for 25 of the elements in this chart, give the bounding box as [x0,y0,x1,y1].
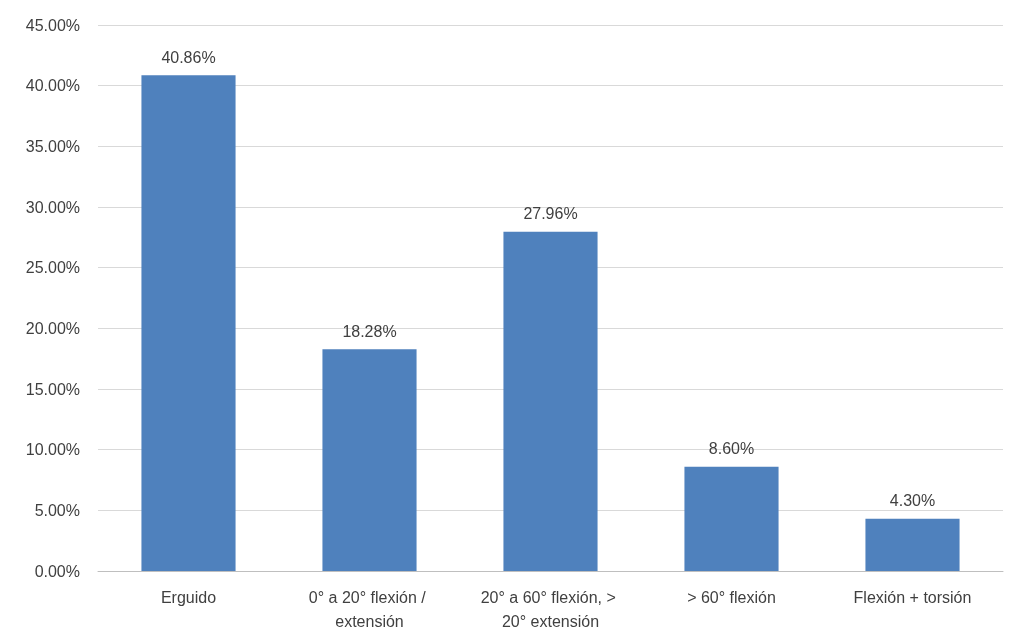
x-tick-label: Flexión + torsión [853,588,972,606]
bar [141,75,236,571]
x-tick-label: > 60° flexión [687,588,776,606]
y-tick-label: 25.00% [25,259,80,277]
y-tick-label: 20.00% [25,319,80,337]
y-tick-label: 30.00% [25,198,80,216]
bar [865,518,960,571]
data-label: 27.96% [523,205,578,223]
data-label: 4.30% [889,492,936,510]
bar [322,349,417,571]
bar [503,231,598,571]
data-label: 8.60% [708,440,755,458]
y-tick-label: 10.00% [25,441,80,459]
y-tick-label: 0.00% [34,562,80,580]
y-tick-label: 35.00% [25,137,80,155]
x-tick-label: 0° a 20° flexión / extensión [308,588,431,630]
bar [684,466,779,571]
y-tick-label: 40.00% [25,77,80,95]
y-tick-label: 15.00% [25,380,80,398]
data-label: 18.28% [342,322,397,340]
x-tick-label: 20° a 60° flexión, > 20° extensión [480,588,621,630]
y-tick-label: 5.00% [34,501,80,519]
x-tick-label: Erguido [160,588,217,606]
y-tick-label: 45.00% [25,16,80,34]
data-label: 40.86% [161,48,216,66]
